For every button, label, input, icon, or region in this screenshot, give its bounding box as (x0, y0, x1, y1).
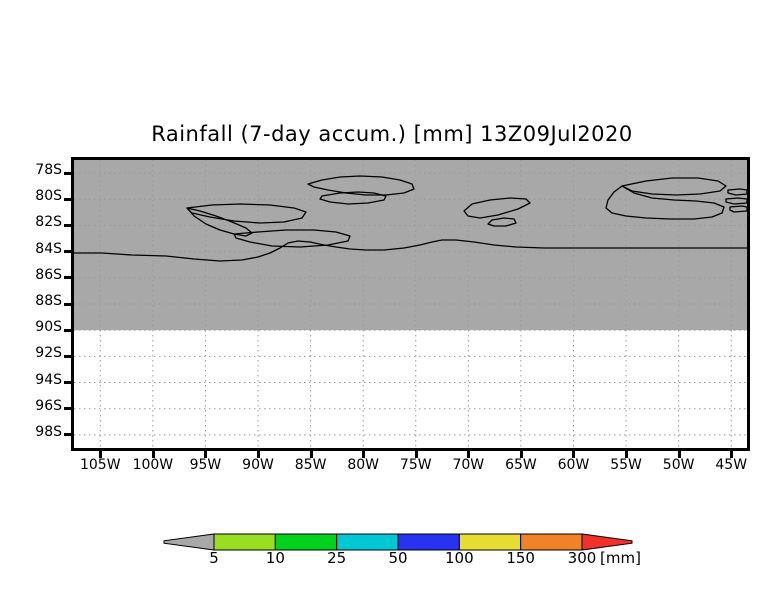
y-axis-tick (64, 381, 71, 385)
y-axis-tick (64, 354, 71, 358)
colorbar-tick-label: 300 (567, 549, 597, 567)
colorbar-tick-labels: 5 10 25 50 100 150 300 (158, 551, 638, 571)
gridline-layer (74, 160, 747, 448)
colorbar-tick-label: 100 (445, 549, 474, 567)
y-axis-tick (64, 276, 71, 280)
x-tick-label: 100W (132, 457, 174, 473)
y-tick-label: 90S (35, 319, 62, 336)
y-tick-label: 94S (35, 371, 62, 388)
x-axis-tick (362, 451, 366, 458)
x-tick-label: 70W (452, 457, 485, 473)
x-tick-label: 95W (189, 457, 222, 473)
map-plot-area (71, 157, 750, 451)
colorbar-segment[interactable] (336, 533, 399, 551)
y-tick-label: 88S (35, 293, 62, 309)
x-axis-tick-group (71, 451, 750, 461)
y-tick-label: 80S (35, 188, 62, 205)
x-axis-tick (519, 451, 523, 458)
y-axis-tick (64, 171, 71, 175)
colorbar-segment[interactable] (213, 533, 276, 551)
colorbar-segment[interactable] (397, 533, 460, 551)
x-axis-tick (572, 451, 576, 458)
x-axis-tick (151, 451, 155, 458)
x-axis-tick (677, 451, 681, 458)
y-axis-tick (64, 407, 71, 411)
map-inner (74, 160, 747, 448)
x-axis-tick (730, 451, 734, 458)
x-tick-label: 50W (662, 457, 695, 473)
y-axis-tick (64, 197, 71, 201)
colorbar-tick-label: 5 (209, 549, 219, 567)
x-axis-tick (309, 451, 313, 458)
x-tick-label: 80W (347, 457, 380, 473)
x-tick-label: 45W (715, 457, 748, 473)
y-axis-label-group: 78S 80S 82S 84S 86S 88S 90S 92S 94S 96S 98S (0, 157, 62, 451)
x-tick-label: 90W (242, 457, 274, 473)
y-tick-label: 82S (35, 214, 62, 231)
x-axis-tick (414, 451, 418, 458)
colorbar-segment[interactable] (458, 533, 522, 551)
colorbar-segment[interactable] (274, 533, 338, 551)
x-axis-tick (204, 451, 208, 458)
y-axis-tick (64, 250, 71, 254)
y-axis-tick (64, 223, 71, 227)
x-tick-label: 55W (610, 457, 642, 473)
y-axis-tick (64, 328, 71, 332)
x-axis-tick (257, 451, 261, 458)
y-tick-label: 86S (35, 266, 62, 283)
colorbar-tick-label: 10 (265, 549, 285, 567)
colorbar-segment[interactable] (520, 533, 583, 551)
y-tick-label: 98S (35, 423, 62, 440)
x-tick-label: 65W (505, 457, 537, 473)
colorbar-tick-label: 25 (327, 549, 347, 567)
x-tick-label: 60W (557, 457, 590, 473)
colorbar-tick-label: 150 (506, 549, 535, 567)
y-tick-label: 78S (35, 162, 62, 179)
x-tick-label: 75W (399, 457, 432, 473)
x-tick-label: 105W (79, 457, 121, 473)
page-title: Rainfall (7-day accum.) [mm] 13Z09Jul202… (151, 122, 633, 146)
x-axis-tick (467, 451, 471, 458)
rainfall-shading-layer (74, 160, 747, 331)
colorbar-swatches[interactable] (158, 531, 638, 553)
colorbar-segment-over[interactable] (581, 533, 633, 551)
x-axis-tick (99, 451, 103, 458)
y-tick-label: 92S (35, 345, 62, 362)
y-axis-tick (64, 433, 71, 437)
colorbar[interactable] (158, 531, 638, 553)
colorbar-units-label: [mm] (600, 549, 641, 567)
y-tick-label: 96S (35, 397, 62, 414)
y-tick-label: 84S (35, 240, 62, 257)
colorbar-tick-label: 50 (388, 549, 408, 567)
x-tick-label: 85W (294, 457, 327, 473)
y-axis-tick-group (0, 157, 80, 451)
x-axis-label-group: 105W 100W 95W 90W 85W 80W 75W 70W 65W 60W 55W 50W 45… (71, 458, 750, 478)
colorbar-segment-under[interactable] (163, 533, 215, 551)
x-axis-tick (625, 451, 629, 458)
coastline-layer (74, 175, 747, 262)
y-axis-tick (64, 302, 71, 306)
